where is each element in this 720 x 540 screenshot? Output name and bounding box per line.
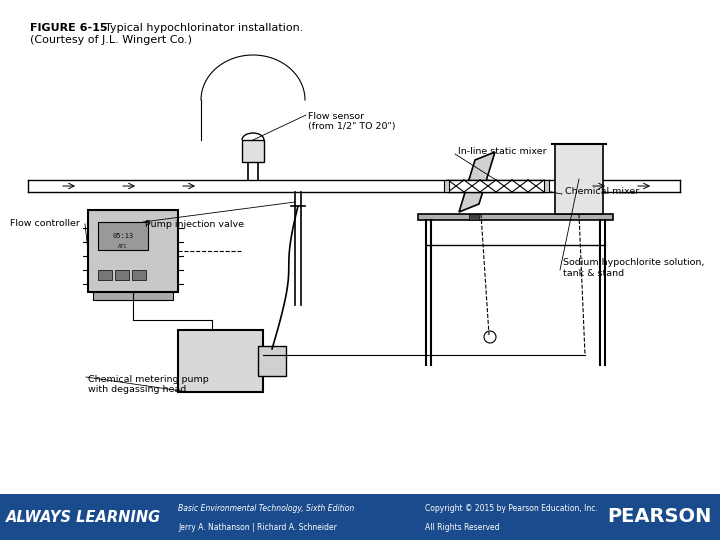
Text: Flow sensor
(from 1/2" TO 20"): Flow sensor (from 1/2" TO 20") <box>308 112 395 131</box>
Text: Chemical mixer: Chemical mixer <box>565 187 639 197</box>
Text: All Rights Reserved: All Rights Reserved <box>425 523 500 531</box>
Circle shape <box>484 331 496 343</box>
Text: (Courtesy of J.L. Wingert Co.): (Courtesy of J.L. Wingert Co.) <box>30 35 192 45</box>
Text: Copyright © 2015 by Pearson Education, Inc.: Copyright © 2015 by Pearson Education, I… <box>425 504 598 513</box>
Bar <box>544 180 549 192</box>
Text: In-line static mixer: In-line static mixer <box>458 147 546 157</box>
Text: ALWAYS LEARNING: ALWAYS LEARNING <box>6 510 161 524</box>
Bar <box>88 210 178 292</box>
Text: Pump injection valve: Pump injection valve <box>145 220 244 229</box>
Bar <box>98 222 148 250</box>
Bar <box>448 180 544 192</box>
Bar <box>418 214 613 220</box>
Bar <box>0 494 720 540</box>
Bar <box>98 270 112 280</box>
Bar <box>444 180 449 192</box>
Text: Basic Environmental Technology, Sixth Edition: Basic Environmental Technology, Sixth Ed… <box>178 504 354 513</box>
Bar <box>555 144 603 214</box>
Bar <box>93 292 173 300</box>
Bar <box>178 330 263 392</box>
Circle shape <box>192 341 232 381</box>
Text: 05:13: 05:13 <box>112 233 134 239</box>
Bar <box>242 140 264 162</box>
Text: Chemical metering pump
with degassing head: Chemical metering pump with degassing he… <box>88 375 209 394</box>
Bar <box>132 270 146 280</box>
Text: Typical hypochlorinator installation.: Typical hypochlorinator installation. <box>105 23 303 33</box>
Text: Flow controller: Flow controller <box>10 219 80 228</box>
Bar <box>258 346 286 376</box>
Bar <box>115 270 129 280</box>
Circle shape <box>260 349 284 373</box>
Text: FIGURE 6-15: FIGURE 6-15 <box>30 23 107 33</box>
Text: PEARSON: PEARSON <box>608 508 712 526</box>
Polygon shape <box>459 152 495 212</box>
Text: Jerry A. Nathanson | Richard A. Schneider: Jerry A. Nathanson | Richard A. Schneide… <box>178 523 337 531</box>
Text: Sodium hypochlorite solution,
tank & stand: Sodium hypochlorite solution, tank & sta… <box>563 258 704 278</box>
Text: ATC: ATC <box>118 244 128 248</box>
Bar <box>469 214 479 220</box>
